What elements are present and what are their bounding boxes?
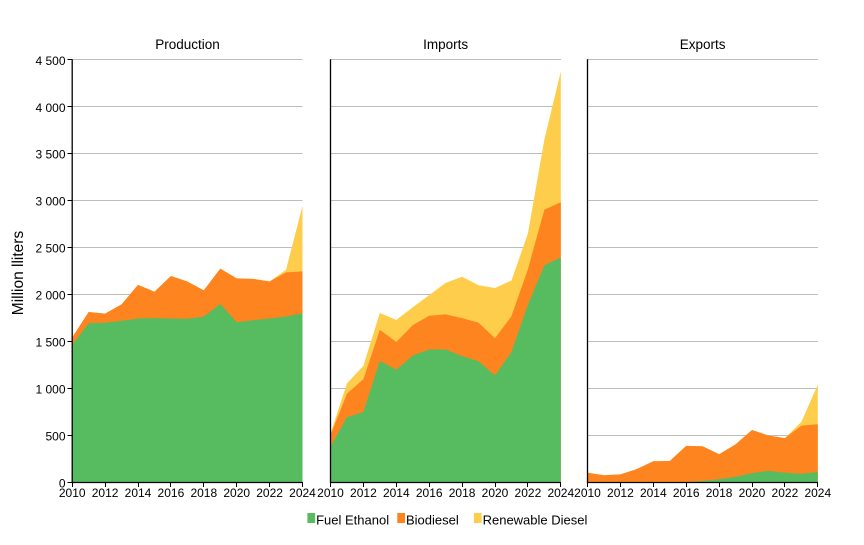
svg-text:2012: 2012: [607, 486, 634, 500]
svg-text:2012: 2012: [350, 486, 377, 500]
svg-text:2024: 2024: [547, 486, 574, 500]
svg-text:2010: 2010: [574, 486, 601, 500]
svg-text:Imports: Imports: [423, 37, 468, 52]
svg-text:2018: 2018: [190, 486, 217, 500]
svg-text:2022: 2022: [256, 486, 283, 500]
svg-text:2024: 2024: [289, 486, 316, 500]
svg-text:3 000: 3 000: [35, 195, 65, 209]
svg-text:2022: 2022: [772, 486, 799, 500]
svg-text:Exports: Exports: [680, 37, 726, 52]
svg-text:2020: 2020: [482, 486, 509, 500]
svg-text:2010: 2010: [317, 486, 344, 500]
svg-text:500: 500: [45, 430, 65, 444]
svg-text:2014: 2014: [383, 486, 410, 500]
svg-text:4 500: 4 500: [35, 54, 65, 68]
svg-text:2 000: 2 000: [35, 289, 65, 303]
svg-text:3 500: 3 500: [35, 148, 65, 162]
svg-text:Fuel Ethanol: Fuel Ethanol: [316, 513, 389, 528]
svg-text:2014: 2014: [640, 486, 667, 500]
svg-text:2012: 2012: [92, 486, 119, 500]
svg-text:Renewable Diesel: Renewable Diesel: [483, 513, 588, 528]
svg-text:2018: 2018: [449, 486, 476, 500]
svg-text:1 500: 1 500: [35, 336, 65, 350]
svg-text:1 000: 1 000: [35, 383, 65, 397]
svg-text:2016: 2016: [158, 486, 185, 500]
svg-text:2014: 2014: [125, 486, 152, 500]
svg-text:2020: 2020: [223, 486, 250, 500]
svg-text:2010: 2010: [59, 486, 86, 500]
svg-text:2018: 2018: [706, 486, 733, 500]
svg-text:2020: 2020: [739, 486, 766, 500]
svg-text:2022: 2022: [515, 486, 542, 500]
svg-text:Million lliters: Million lliters: [10, 231, 27, 316]
svg-text:2016: 2016: [416, 486, 443, 500]
svg-text:2024: 2024: [804, 486, 831, 500]
svg-text:2016: 2016: [673, 486, 700, 500]
svg-text:0: 0: [59, 477, 66, 491]
svg-text:Production: Production: [155, 37, 220, 52]
svg-text:2 500: 2 500: [35, 242, 65, 256]
svg-text:Biodiesel: Biodiesel: [406, 513, 459, 528]
svg-text:4 000: 4 000: [35, 101, 65, 115]
